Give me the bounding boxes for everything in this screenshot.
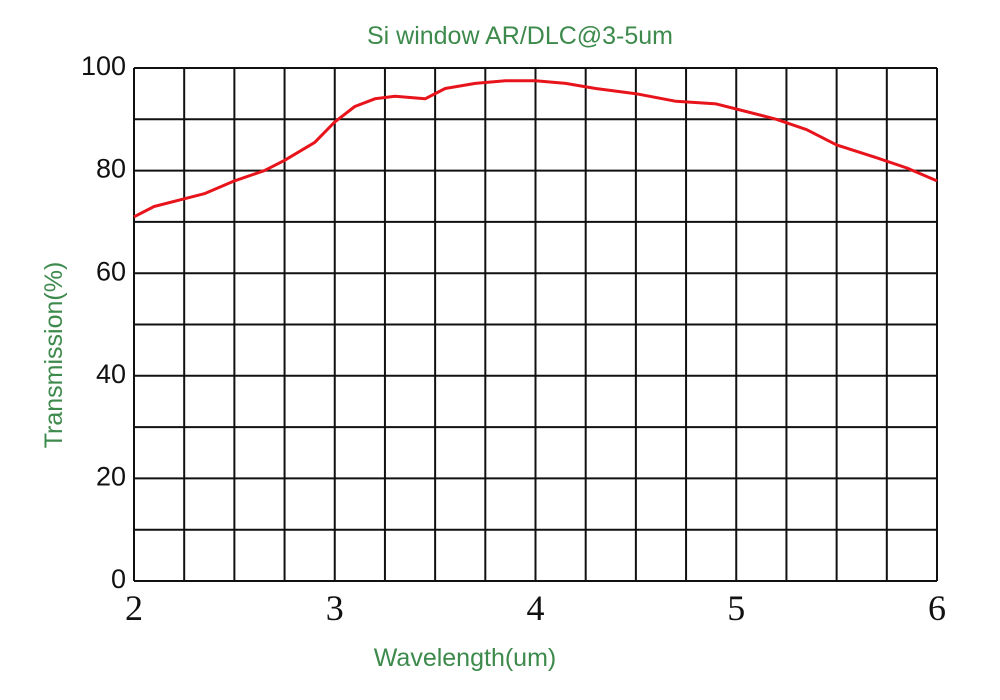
x-tick-label: 4 — [527, 588, 545, 628]
y-axis-label: Transmission(%) — [40, 262, 68, 449]
x-tick-label: 3 — [326, 588, 344, 628]
x-tick-label: 5 — [727, 588, 745, 628]
y-tick-label: 0 — [111, 564, 126, 594]
y-tick-label: 80 — [96, 154, 126, 184]
x-tick-label: 6 — [928, 588, 946, 628]
y-tick-label: 40 — [96, 359, 126, 389]
x-axis-label: Wavelength(um) — [374, 644, 556, 672]
y-tick-label: 60 — [96, 256, 126, 286]
y-tick-label: 20 — [96, 462, 126, 492]
data-line — [133, 79, 938, 219]
y-tick-label: 100 — [81, 51, 126, 81]
x-tick-label: 2 — [125, 588, 143, 628]
chart-title: Si window AR/DLC@3-5um — [367, 22, 673, 50]
